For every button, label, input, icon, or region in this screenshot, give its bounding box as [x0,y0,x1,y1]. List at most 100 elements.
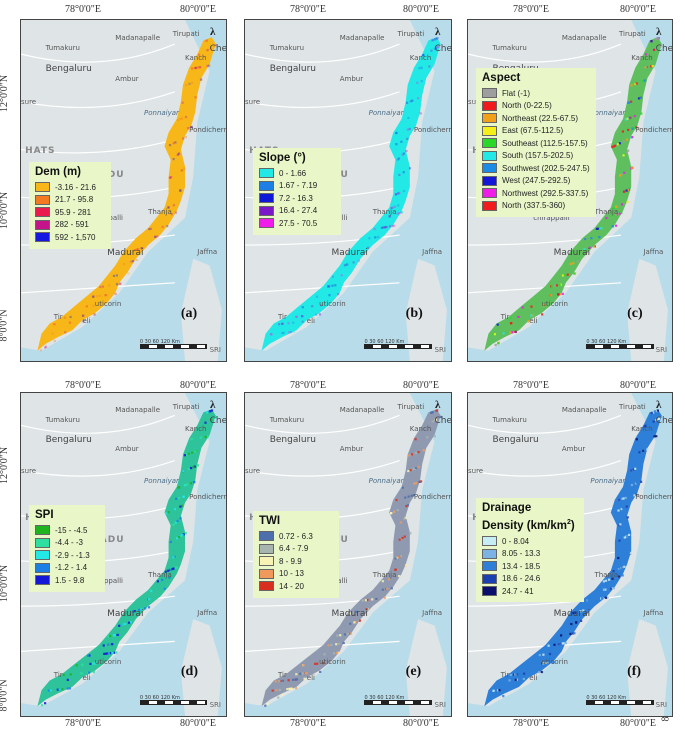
place-label-hats: HATS [25,146,56,157]
raster-cell [328,661,331,664]
raster-cell [358,619,362,622]
sea-area [468,20,672,361]
raster-cell [181,504,184,507]
place-label-jaffna: Jaffna [197,248,218,257]
raster-cell [168,576,171,579]
raster-cell [75,664,78,667]
raster-cell [406,137,409,140]
raster-cell [634,467,637,470]
raster-cell [210,409,214,412]
coastal-study-area [261,409,441,707]
raster-cell [320,304,323,307]
raster-cell [338,642,341,645]
raster-cell [364,237,367,240]
raster-cell [327,285,330,288]
raster-cell [322,662,325,665]
legend-swatch [482,175,497,186]
place-label-madanapalle: Madanapalle [339,405,385,414]
raster-cell [617,556,620,560]
legend-swatch [35,562,50,573]
raster-cell [373,227,376,231]
legend-label: -3.16 - 21.6 [55,182,96,192]
raster-cell [69,315,72,319]
raster-cell [182,137,185,140]
raster-cell [422,54,425,57]
raster-cell [353,611,356,614]
raster-cell [558,283,561,286]
raster-cell [626,188,629,192]
raster-cell [375,597,378,600]
raster-cell [45,345,48,348]
north-arrow-icon: λ [435,26,441,38]
raster-cell [417,465,420,468]
raster-cell [154,235,157,238]
raster-cell [336,634,339,637]
raster-cell [555,284,558,287]
place-label-tirupati: Tirupati [397,402,425,411]
raster-cell [502,695,505,698]
legend-swatch [35,194,50,205]
raster-cell [644,424,647,427]
legend-swatch [482,125,497,136]
raster-cell [93,313,96,316]
raster-cell [96,295,99,298]
raster-cell [122,623,125,626]
north-arrow-icon: λ [210,399,216,411]
raster-cell [112,651,116,654]
raster-cell [436,46,439,49]
raster-cell [154,235,157,238]
raster-cell [273,332,276,335]
raster-cell [327,285,330,288]
raster-cell [177,152,181,155]
legend-label: 27.5 - 70.5 [279,218,318,228]
raster-cell [382,217,385,220]
place-label-tuticorin: uticorin [541,299,568,308]
legend-label: 7.2 - 16.3 [279,193,313,203]
raster-cell [281,679,285,682]
raster-cell [174,211,178,214]
scale-bar [364,699,433,705]
raster-cell [604,596,607,599]
legend-label: 24.7 - 41 [502,586,534,596]
raster-cell [281,332,284,335]
raster-cell [431,411,434,414]
raster-cell [569,632,572,635]
raster-cell [281,322,284,325]
road-line [245,234,400,246]
raster-cell [56,688,59,691]
raster-cell [498,689,501,692]
raster-cell [651,435,654,438]
raster-cell [621,497,624,500]
legend-title: Drainage [482,502,532,514]
raster-cell [175,190,178,194]
place-label-bengaluru: Bengaluru [269,64,316,75]
coastal-study-area [484,37,662,351]
scale-bar [364,343,433,349]
raster-cell [161,578,164,581]
raster-cell [618,212,621,215]
sri-lanka-landmass [405,258,447,361]
road-line [468,43,622,63]
sea-area [245,20,451,361]
raster-cell [599,589,602,592]
raster-cell [172,142,175,145]
raster-cell [177,486,180,489]
raster-cell [401,153,404,156]
legend-item: Southeast (112.5-157.5) [482,137,590,150]
raster-cell [635,493,638,496]
road-line [468,414,622,434]
legend-item: 24.7 - 41 [482,585,578,598]
raster-cell [361,599,364,602]
raster-cell [104,294,107,297]
raster-cell [405,149,408,153]
raster-cell [179,189,182,192]
raster-cell [407,495,410,498]
raster-cell [287,322,290,325]
sea-area [245,393,451,716]
legend-item: 13.4 - 18.5 [482,560,578,573]
raster-cell [493,333,496,336]
legend-item: 8.05 - 13.3 [482,547,578,560]
lon-tick-80-mid-d: 80°0'0"E [180,380,216,391]
raster-cell [300,315,304,318]
raster-cell [199,436,202,439]
